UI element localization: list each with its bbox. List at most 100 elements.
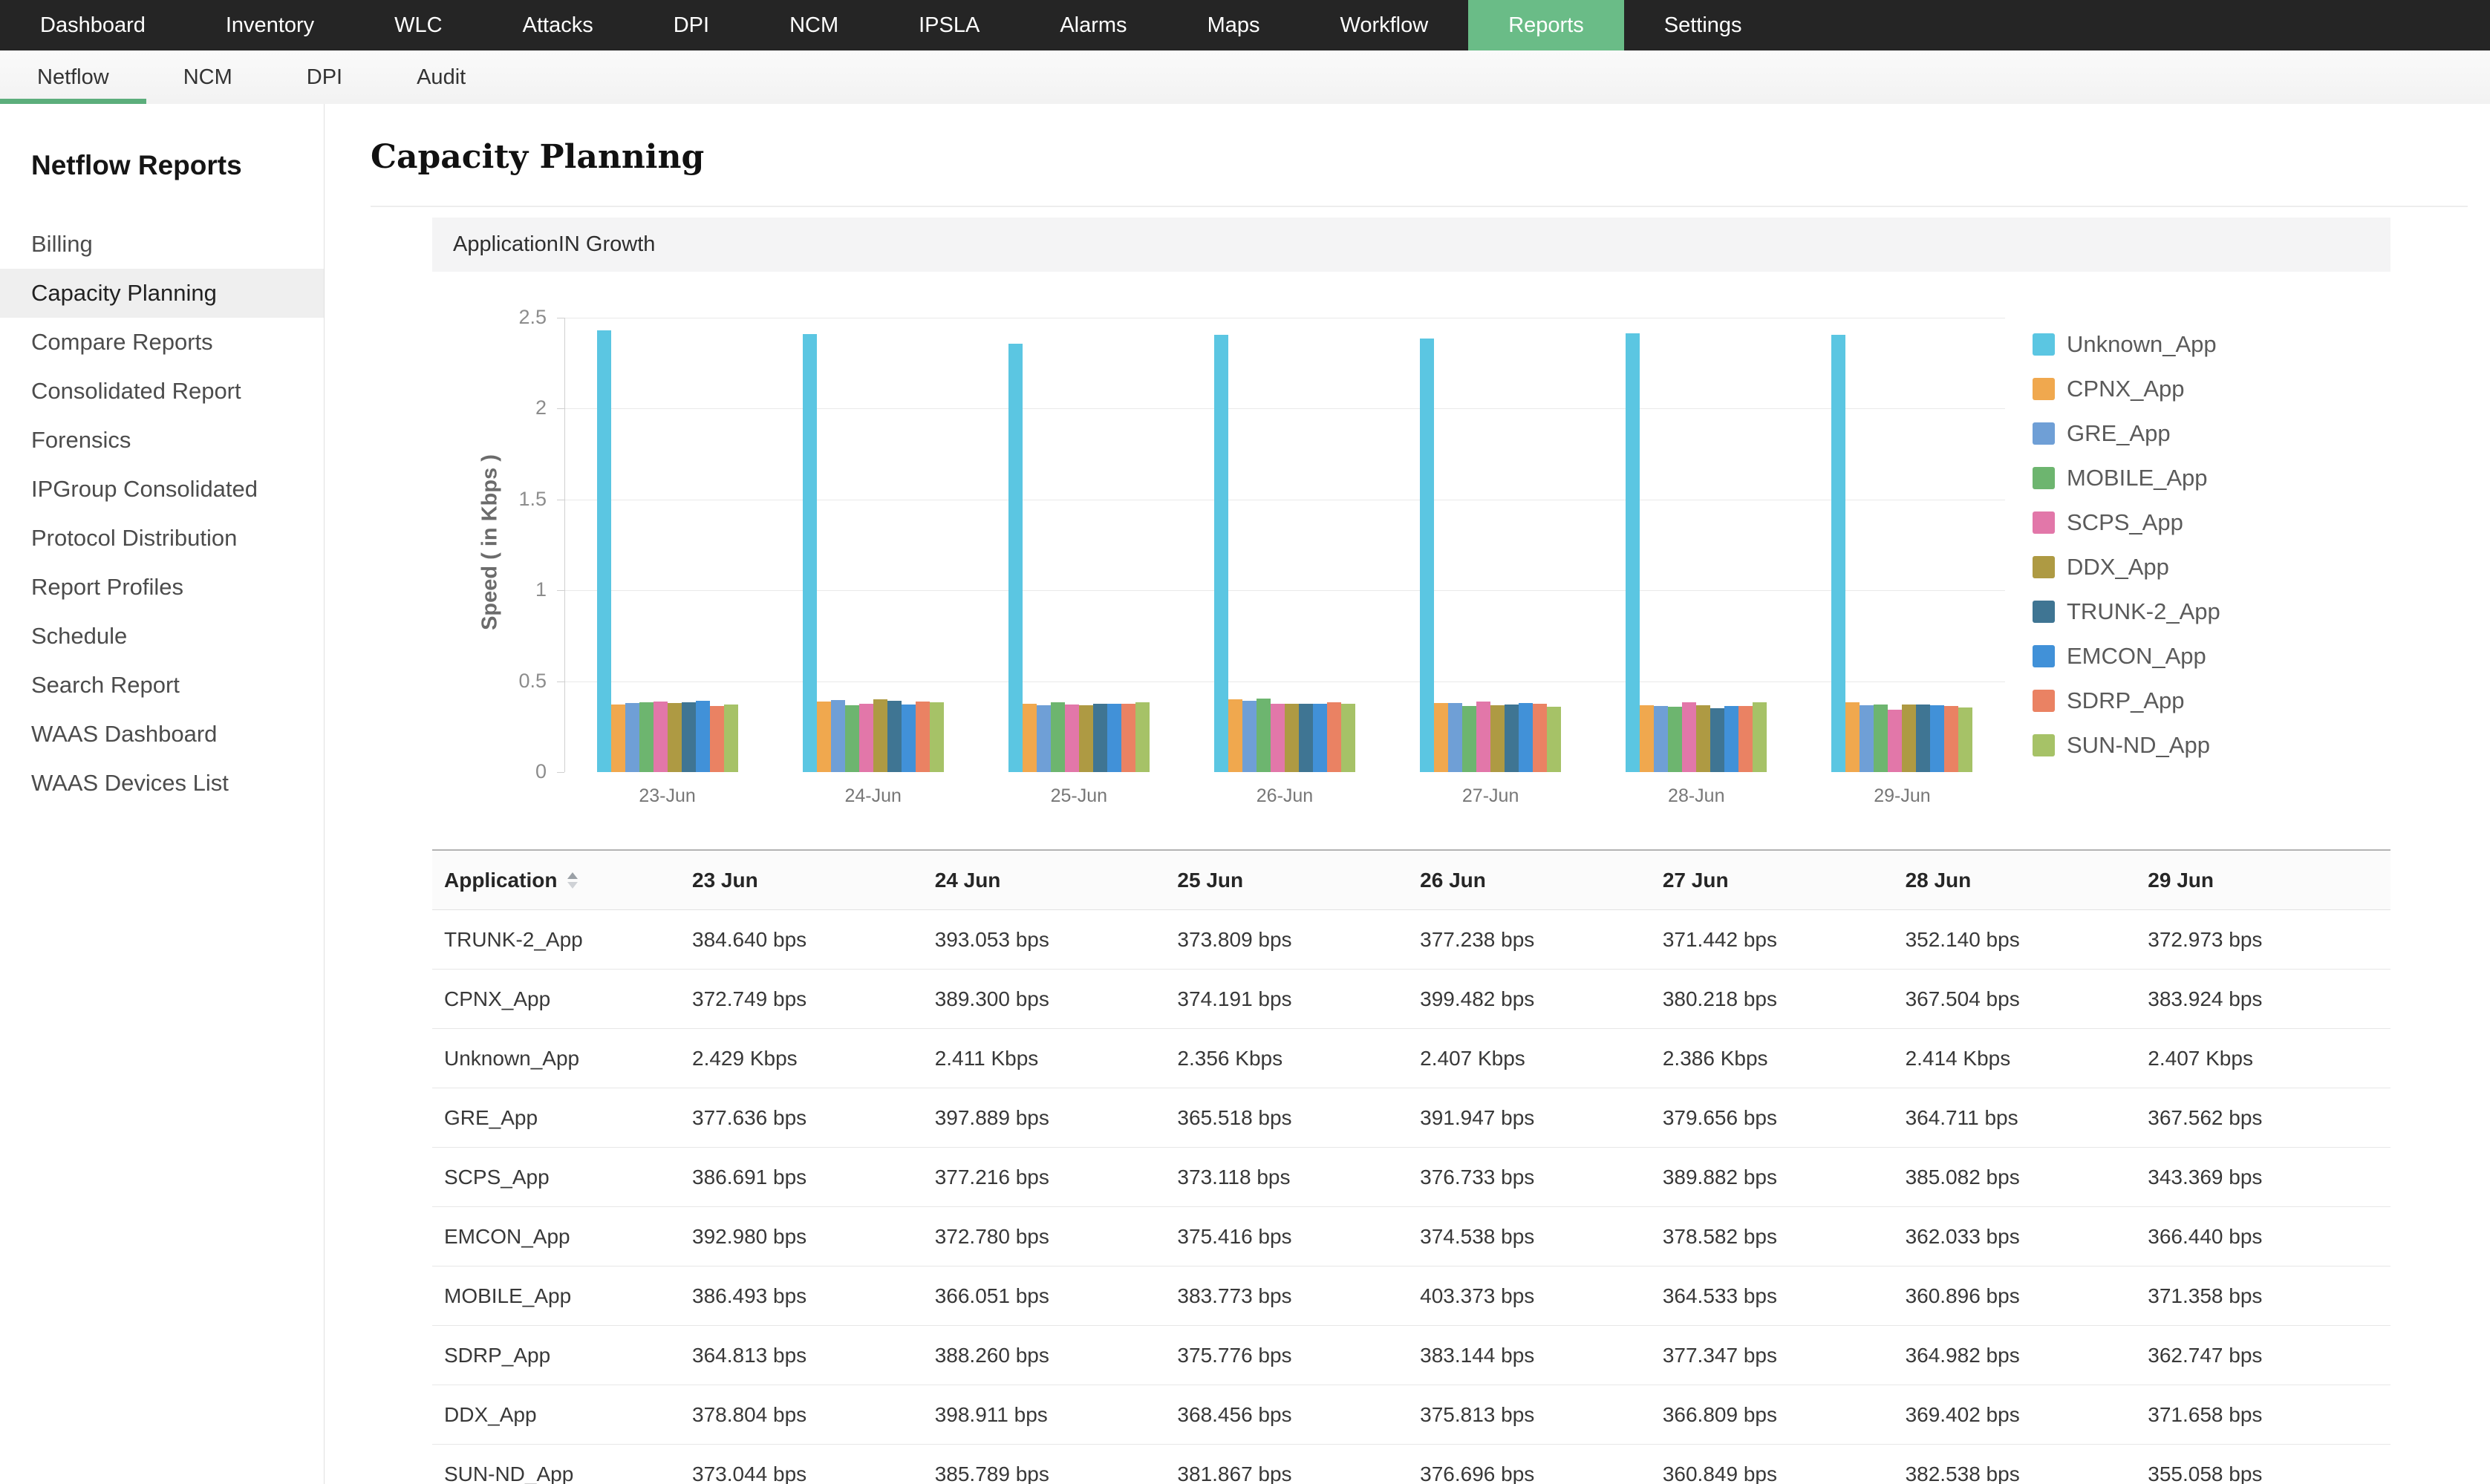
legend-swatch: [2033, 645, 2055, 667]
topnav-item-inventory[interactable]: Inventory: [225, 13, 315, 37]
legend-label: MOBILE_App: [2067, 465, 2208, 491]
subnav-tab-audit[interactable]: Audit: [417, 65, 466, 89]
bar-gre-app-29-jun: [1860, 705, 1874, 772]
sidebar-item-waas-devices-list[interactable]: WAAS Devices List: [31, 770, 229, 796]
sidebar-item-ipgroup-consolidated[interactable]: IPGroup Consolidated: [31, 476, 258, 502]
column-header-application[interactable]: Application: [432, 869, 692, 892]
cell-value: 383.144 bps: [1420, 1343, 1535, 1367]
bar-mobile-app-27-jun: [1462, 706, 1476, 772]
sidebar-item-billing[interactable]: Billing: [31, 231, 93, 257]
chart-gridline: [564, 408, 2005, 409]
cell-value: 386.493 bps: [692, 1284, 807, 1307]
legend-item-trunk-2-app[interactable]: TRUNK-2_App: [2033, 598, 2220, 625]
bar-cpnx-app-27-jun: [1434, 703, 1448, 772]
cell-value: 367.504 bps: [1905, 987, 2020, 1010]
sidebar-list: Billing Capacity Planning Compare Reports C…: [0, 220, 324, 808]
sidebar-item-consolidated-report[interactable]: Consolidated Report: [31, 378, 241, 404]
column-header-25-jun: 25 Jun: [1177, 868, 1244, 892]
legend-item-emcon-app[interactable]: EMCON_App: [2033, 643, 2206, 670]
cell-value: 378.582 bps: [1662, 1224, 1777, 1248]
sidebar-item-waas-dashboard[interactable]: WAAS Dashboard: [31, 721, 218, 747]
bar-emcon-app-24-jun: [902, 705, 916, 772]
subnav-tab-ncm[interactable]: NCM: [183, 65, 232, 89]
table-row-emcon-app: EMCON_App 392.980 bps 372.780 bps 375.416 b…: [432, 1207, 2390, 1266]
legend-item-sdrp-app[interactable]: SDRP_App: [2033, 687, 2185, 714]
subnav-tab-dpi[interactable]: DPI: [306, 65, 343, 89]
bar-mobile-app-24-jun: [845, 705, 859, 772]
sidebar-item-capacity-planning[interactable]: Capacity Planning: [0, 269, 324, 318]
bar-unknown-app-25-jun: [1008, 344, 1023, 772]
cell-value: 398.911 bps: [934, 1402, 1048, 1426]
bar-emcon-app-29-jun: [1930, 705, 1944, 772]
bar-sun-nd-app-29-jun: [1958, 707, 1972, 772]
bar-unknown-app-26-jun: [1214, 335, 1228, 772]
cell-value: 374.538 bps: [1420, 1224, 1535, 1248]
topnav-item-dpi[interactable]: DPI: [673, 13, 710, 37]
y-axis-tick: [557, 681, 564, 682]
page-title: Capacity Planning: [371, 138, 705, 176]
topnav-item-wlc[interactable]: WLC: [394, 13, 443, 37]
legend-item-cpnx-app[interactable]: CPNX_App: [2033, 376, 2185, 402]
legend-item-mobile-app[interactable]: MOBILE_App: [2033, 465, 2208, 491]
topnav-item-alarms[interactable]: Alarms: [1060, 13, 1127, 37]
legend-swatch: [2033, 690, 2055, 712]
table-row-ddx-app: DDX_App 378.804 bps 398.911 bps 368.456 bps…: [432, 1385, 2390, 1445]
panel-title: ApplicationIN Growth: [453, 232, 656, 256]
bar-emcon-app-23-jun: [696, 701, 710, 772]
legend-item-ddx-app[interactable]: DDX_App: [2033, 554, 2169, 581]
sort-down-arrow-icon: [567, 881, 578, 889]
cell-value: 372.973 bps: [2148, 927, 2263, 951]
cell-value: 377.347 bps: [1662, 1343, 1777, 1367]
bar-mobile-app-25-jun: [1051, 702, 1065, 772]
topnav-item-workflow[interactable]: Workflow: [1340, 13, 1429, 37]
cell-value: 2.407 Kbps: [1420, 1046, 1525, 1070]
table-row-gre-app: GRE_App 377.636 bps 397.889 bps 365.518 bps…: [432, 1088, 2390, 1148]
legend-swatch: [2033, 734, 2055, 756]
bar-unknown-app-24-jun: [803, 334, 817, 772]
cell-value: 403.373 bps: [1420, 1284, 1535, 1307]
x-axis-label: 25-Jun: [1050, 785, 1108, 806]
cell-value: 377.636 bps: [692, 1105, 807, 1129]
legend-item-unknown-app[interactable]: Unknown_App: [2033, 331, 2217, 358]
sidebar-item-report-profiles[interactable]: Report Profiles: [31, 574, 184, 600]
topnav-item-ipsla[interactable]: IPSLA: [919, 13, 980, 37]
legend-label: EMCON_App: [2067, 643, 2206, 669]
cell-value: 360.896 bps: [1905, 1284, 2020, 1307]
top-nav: Dashboard Inventory WLC Attacks DPI NCM IPSLA A…: [0, 0, 2490, 50]
cell-value: 376.733 bps: [1420, 1165, 1535, 1189]
legend-item-gre-app[interactable]: GRE_App: [2033, 420, 2171, 447]
topnav-item-reports[interactable]: Reports: [1468, 0, 1624, 50]
cell-value: 382.538 bps: [1905, 1462, 2020, 1484]
bar-gre-app-25-jun: [1037, 705, 1051, 772]
growth-chart: 0 0.5 1 1.5 2 2.5 Speed ( in Kbps ) 23-Jun 24-Ju…: [432, 272, 2390, 849]
cell-value: 366.051 bps: [934, 1284, 1049, 1307]
panel-header: ApplicationIN Growth: [432, 218, 2390, 272]
cell-value: 366.440 bps: [2148, 1224, 2263, 1248]
cell-value: 399.482 bps: [1420, 987, 1535, 1010]
cell-value: 373.809 bps: [1177, 927, 1292, 951]
sidebar-item-schedule[interactable]: Schedule: [31, 623, 128, 649]
legend-label: SDRP_App: [2067, 687, 2185, 713]
legend-label: SUN-ND_App: [2067, 732, 2210, 758]
table-row-cpnx-app: CPNX_App 372.749 bps 389.300 bps 374.191 bp…: [432, 970, 2390, 1029]
subnav-tab-netflow[interactable]: Netflow: [0, 50, 146, 104]
sidebar-item-forensics[interactable]: Forensics: [31, 427, 131, 453]
topnav-item-attacks[interactable]: Attacks: [522, 13, 593, 37]
topnav-item-ncm[interactable]: NCM: [789, 13, 839, 37]
active-tab-underline: [0, 99, 146, 104]
table-row-sdrp-app: SDRP_App 364.813 bps 388.260 bps 375.776 bp…: [432, 1326, 2390, 1385]
cell-value: 364.533 bps: [1662, 1284, 1777, 1307]
topnav-item-maps[interactable]: Maps: [1207, 13, 1260, 37]
sort-icon[interactable]: [567, 872, 578, 889]
sidebar-item-protocol-distribution[interactable]: Protocol Distribution: [31, 525, 238, 551]
sidebar-item-search-report[interactable]: Search Report: [31, 672, 180, 698]
cell-value: 389.300 bps: [934, 987, 1049, 1010]
sidebar-item-compare-reports[interactable]: Compare Reports: [31, 329, 213, 355]
legend-item-sun-nd-app[interactable]: SUN-ND_App: [2033, 732, 2210, 759]
cell-value: 364.711 bps: [1905, 1105, 2018, 1129]
legend-item-scps-app[interactable]: SCPS_App: [2033, 509, 2183, 536]
bar-emcon-app-26-jun: [1313, 704, 1327, 772]
topnav-item-settings[interactable]: Settings: [1663, 13, 1742, 37]
bar-emcon-app-28-jun: [1724, 706, 1738, 772]
topnav-item-dashboard[interactable]: Dashboard: [40, 13, 146, 37]
